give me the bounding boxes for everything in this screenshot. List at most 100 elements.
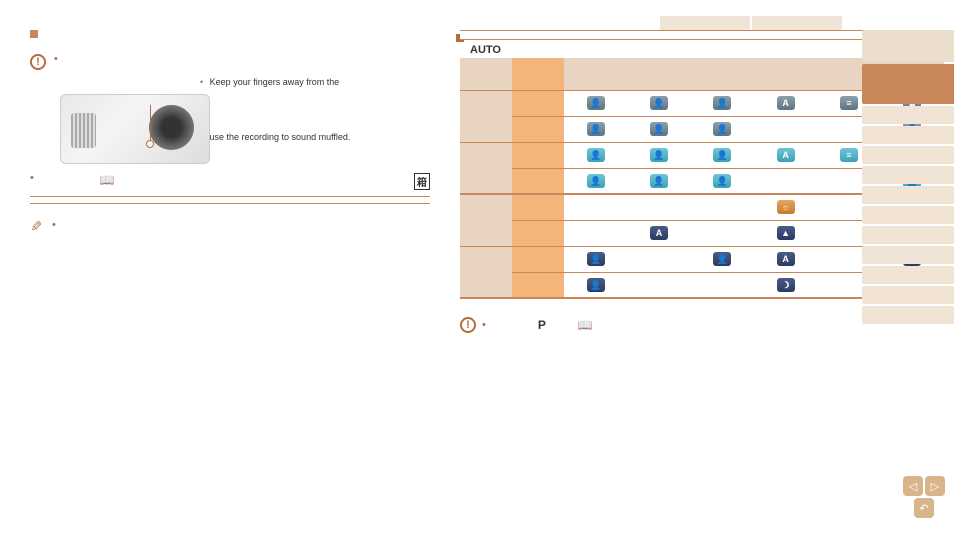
scene-cell: 👤 [564,116,627,142]
bullet-icon: • [52,220,56,231]
tab[interactable] [660,16,750,30]
scene-cell: ☽ [754,272,817,298]
scene-cell: ▲ [754,220,817,246]
scene-cell: 👤 [564,246,627,272]
scene-icon: 👤 [587,278,605,292]
scene-cell: 👤 [627,116,690,142]
col-header [564,58,627,90]
nav-item[interactable] [862,246,954,264]
next-page-button[interactable]: ▷ [925,476,945,496]
return-button[interactable]: ↶ [914,498,934,518]
scene-icon: A [650,226,668,240]
info-row: • 📖 䈤 [30,173,430,190]
bullet-icon: • [30,173,34,184]
row-subheader [512,90,564,116]
scene-icon: 👤 [650,148,668,162]
scene-icon: ≡ [840,96,858,110]
nav-item[interactable] [862,166,954,184]
row-subheader [512,116,564,142]
hd-badge-icon: 䈤 [414,173,430,190]
nav-item[interactable] [862,126,954,144]
nav-item[interactable] [862,266,954,284]
divider [30,203,430,204]
row-header [460,142,512,194]
row-subheader [512,194,564,220]
scene-icon: ☽ [777,278,795,292]
table-tabs [660,16,842,30]
nav-item[interactable] [862,306,954,324]
row-subheader [512,168,564,194]
nav-item[interactable] [862,186,954,204]
scene-cell: A [627,220,690,246]
scene-icon: 👤 [650,174,668,188]
page-nav-buttons: ◁▷ ↶ [902,475,946,519]
section-marker-icon [30,30,38,38]
nav-item[interactable] [862,146,954,164]
mic-warning-line1: Keep your fingers away from the [210,77,340,87]
scene-cell: 👤 [564,272,627,298]
scene-cell [691,220,754,246]
scene-icon: 👤 [587,252,605,266]
scene-cell: 👤 [691,116,754,142]
scene-cell [691,272,754,298]
scene-cell: A [754,90,817,116]
nav-item[interactable] [862,226,954,244]
mode-letter: P [538,318,546,332]
row-header [460,90,512,142]
row-subheader [512,142,564,168]
callout-dot-icon [146,140,154,148]
col-header [460,58,512,90]
nav-item-active[interactable] [862,64,954,104]
scene-icon: 👤 [713,96,731,110]
scene-cell [627,194,690,220]
note-block: ✎ • [30,220,430,234]
prev-page-button[interactable]: ◁ [903,476,923,496]
col-header [627,58,690,90]
scene-icon: ☼ [777,200,795,214]
divider [30,196,430,197]
scene-cell: 👤 [691,168,754,194]
scene-icon: 👤 [587,174,605,188]
pencil-icon: ✎ [30,220,44,234]
scene-icon: 👤 [587,122,605,136]
scene-cell [754,168,817,194]
nav-item[interactable] [862,286,954,304]
callout-line [150,105,151,140]
nav-item[interactable] [862,106,954,124]
row-subheader [512,246,564,272]
bullet-icon: • [200,77,203,87]
nav-item[interactable] [862,206,954,224]
bullet-icon: • [54,54,58,65]
row-subheader [512,220,564,246]
scene-icon: ▲ [777,226,795,240]
scene-icon: A [777,252,795,266]
scene-cell: 👤 [691,90,754,116]
scene-cell: 👤 [627,142,690,168]
scene-cell: 👤 [564,90,627,116]
scene-cell [691,194,754,220]
scene-icon: 👤 [713,148,731,162]
caution-block: ! • [30,54,430,70]
camera-illustration [60,94,210,164]
scene-cell: 👤 [691,246,754,272]
book-icon: 📖 [100,173,115,187]
bullet-icon: • [482,320,486,331]
scene-icon: A [777,96,795,110]
scene-cell [627,246,690,272]
scene-icon: A [777,148,795,162]
left-column: ! • • Keep your fingers away from the ca… [0,0,450,534]
scene-icon: 👤 [650,96,668,110]
scene-cell: 👤 [691,142,754,168]
scene-cell [564,220,627,246]
tab[interactable] [752,16,842,30]
scene-cell: A [754,142,817,168]
nav-item[interactable] [862,30,954,62]
scene-cell: ☼ [754,194,817,220]
scene-cell: 👤 [564,142,627,168]
mic-warning-line2: cause the recording to sound muffled. [200,132,350,142]
scene-icon: 👤 [713,122,731,136]
caution-icon: ! [460,317,476,333]
row-header [460,246,512,298]
scene-icon: ≡ [840,148,858,162]
scene-cell: 👤 [627,168,690,194]
